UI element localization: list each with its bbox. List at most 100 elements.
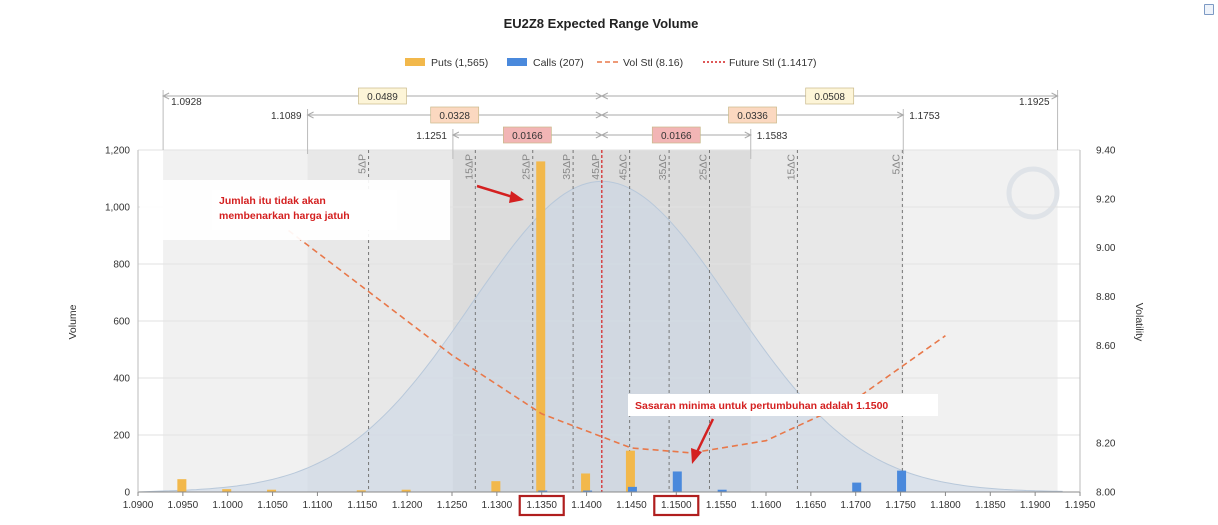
y2-tick-label: 8.20	[1096, 439, 1116, 450]
chart-title: EU2Z8 Expected Range Volume	[504, 16, 699, 31]
legend-calls-swatch	[507, 58, 527, 66]
delta-label: 25ΔP	[521, 154, 533, 180]
y-tick-label: 600	[113, 317, 130, 328]
bell-curve	[137, 180, 1063, 493]
delta-label: 45ΔC	[618, 154, 630, 181]
range-width-left-label: 0.0489	[367, 92, 398, 103]
range-arrow-icon	[306, 111, 314, 119]
puts-bar	[536, 161, 546, 492]
y-tick-label: 1,200	[105, 146, 130, 157]
y2-tick-label: 8.00	[1096, 488, 1116, 499]
range-width-right-label: 0.0508	[814, 92, 845, 103]
range-width-left-box	[358, 87, 407, 105]
x-tick-label: 1.1100	[303, 500, 333, 511]
x-tick-label: 1.1050	[257, 500, 288, 511]
legend-puts-label: Puts (1,565)	[431, 57, 488, 69]
annotation-text: membenarkan harga jatuh	[219, 210, 350, 222]
y-tick-label: 0	[124, 488, 130, 499]
export-icon[interactable]	[1204, 4, 1214, 15]
range-width-left-label: 0.0166	[512, 131, 543, 142]
legend-calls-label: Calls (207)	[533, 57, 584, 69]
annotation-text: Jumlah itu tidak akan	[219, 195, 326, 207]
calls-bar	[717, 489, 727, 492]
x-tick-label: 1.1400	[571, 500, 602, 511]
x-tick-label: 1.1950	[1065, 500, 1096, 511]
puts-bar	[356, 490, 366, 492]
puts-bar	[625, 450, 635, 492]
x-tick-label: 1.0950	[168, 500, 199, 511]
annotation-box	[628, 394, 938, 416]
x-tick-label: 1.1500	[661, 500, 692, 511]
puts-bar	[491, 481, 501, 492]
x-tick-label: 1.1350	[526, 500, 557, 511]
x-tick-label: 1.1450	[616, 500, 647, 511]
puts-bar	[222, 489, 232, 492]
delta-label: 5ΔC	[890, 154, 902, 175]
range-width-right-box	[728, 106, 777, 124]
annotation-text: Sasaran minima untuk pertumbuhan adalah …	[635, 400, 888, 412]
range-arrow-icon	[600, 131, 609, 139]
arrow-head-icon	[691, 448, 702, 464]
highlight-box	[518, 494, 565, 517]
x-tick-label: 1.1800	[930, 500, 961, 511]
watermark-logo-icon	[1006, 166, 1060, 220]
puts-bar	[267, 489, 277, 492]
range-arrow-icon	[897, 111, 905, 119]
y-tick-label: 800	[113, 260, 130, 271]
range-width-right-label: 0.0336	[737, 111, 768, 122]
range-width-left-box	[503, 126, 552, 144]
delta-label: 25ΔC	[697, 154, 709, 181]
range-arrow-icon	[600, 111, 609, 119]
calls-bar	[583, 490, 593, 492]
legend-vol-label: Vol Stl (8.16)	[623, 57, 683, 69]
delta-label: 35ΔC	[657, 154, 669, 181]
y-tick-label: 400	[113, 374, 130, 385]
range-arrow-icon	[1051, 92, 1059, 100]
x-tick-label: 1.1550	[706, 500, 737, 511]
range-width-right-label: 0.0166	[661, 131, 692, 142]
delta-label: 15ΔP	[463, 154, 475, 180]
y-tick-label: 200	[113, 431, 130, 442]
x-tick-label: 1.1600	[751, 500, 782, 511]
x-tick-label: 1.0900	[123, 500, 154, 511]
x-tick-label: 1.1200	[392, 500, 423, 511]
annotation-box	[212, 190, 397, 230]
calls-bar	[852, 482, 862, 492]
range-low-label: 1.1251	[416, 131, 447, 142]
y2-axis-label: Volatility	[1133, 303, 1145, 342]
arrow-head-icon	[509, 191, 524, 203]
highlight-box	[653, 494, 700, 517]
range-high-label: 1.1925	[1019, 97, 1050, 108]
y2-tick-label: 9.20	[1096, 194, 1116, 205]
delta-label: 5ΔP	[357, 154, 369, 174]
x-tick-label: 1.1700	[840, 500, 871, 511]
x-tick-label: 1.1000	[212, 500, 243, 511]
range-width-left-box	[430, 106, 480, 124]
x-tick-label: 1.1250	[437, 500, 468, 511]
annotation-arrow	[476, 184, 517, 200]
y-tick-label: 1,000	[105, 203, 130, 214]
puts-bar	[401, 489, 411, 492]
range-width-right-box	[805, 87, 855, 105]
y2-tick-label: 9.40	[1096, 146, 1116, 157]
range-high-label: 1.1583	[757, 131, 788, 142]
range-arrow-icon	[451, 131, 460, 139]
range-high-label: 1.1753	[909, 111, 940, 122]
x-tick-label: 1.1650	[796, 500, 827, 511]
y2-tick-label: 9.00	[1096, 243, 1116, 254]
calls-bar	[897, 470, 907, 492]
delta-label: 45ΔP	[590, 154, 602, 180]
range-arrow-icon	[744, 131, 752, 139]
x-tick-label: 1.1150	[347, 500, 377, 511]
x-tick-label: 1.1850	[975, 500, 1006, 511]
y2-tick-label: 8.60	[1096, 341, 1116, 352]
range-arrow-icon	[162, 92, 170, 100]
x-tick-label: 1.1900	[1020, 500, 1051, 511]
legend-future-label: Future Stl (1.1417)	[729, 57, 817, 69]
delta-label: 15ΔC	[785, 154, 797, 181]
calls-bar	[672, 471, 682, 492]
annotation-arrow	[695, 418, 715, 453]
legend-puts-swatch	[405, 58, 425, 66]
overlay-patch	[1082, 382, 1134, 420]
